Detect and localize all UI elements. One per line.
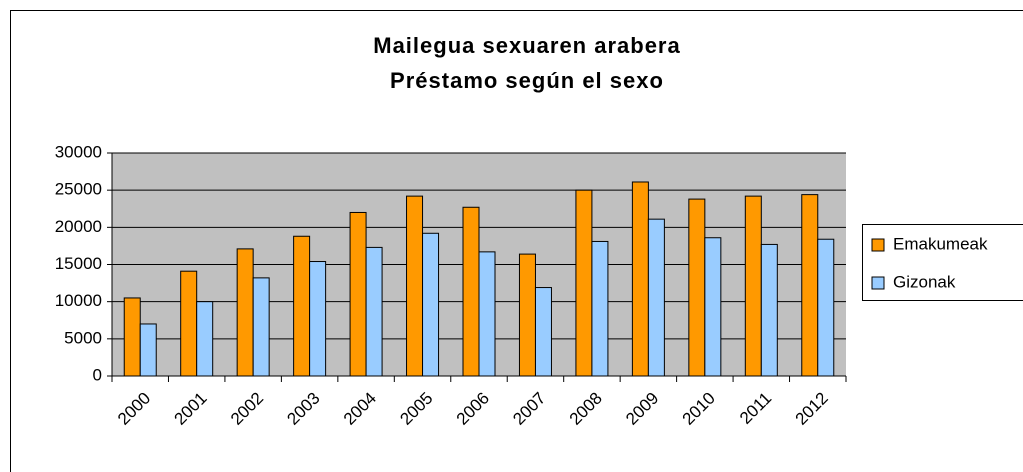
legend (862, 224, 1023, 301)
bar (252, 277, 270, 377)
bar (139, 323, 157, 377)
bar (817, 238, 835, 377)
bar (293, 235, 311, 377)
y-tick-label: 0 (93, 365, 102, 384)
y-tick-label: 25000 (55, 180, 102, 199)
bar (196, 301, 214, 377)
legend-swatch (871, 276, 885, 290)
bar (575, 189, 593, 377)
bar (406, 195, 424, 377)
bar (647, 218, 665, 377)
y-tick-label: 30000 (55, 142, 102, 161)
y-tick-label: 10000 (55, 291, 102, 310)
chart-title: Mailegua sexuaren arabera (373, 33, 680, 58)
bar (744, 195, 762, 377)
bar (309, 261, 327, 377)
bar (688, 198, 706, 377)
bar (760, 243, 778, 377)
y-tick-label: 15000 (55, 254, 102, 273)
bar (123, 297, 141, 377)
bar (422, 232, 440, 377)
legend-label: Gizonak (893, 272, 956, 291)
y-tick-label: 20000 (55, 217, 102, 236)
bar (518, 253, 536, 377)
bar (534, 287, 552, 377)
bar (478, 251, 496, 377)
bar (462, 206, 480, 377)
bar (591, 240, 609, 377)
legend-swatch (871, 238, 885, 252)
bar (365, 246, 383, 377)
chart-subtitle: Préstamo según el sexo (390, 68, 664, 93)
bar (236, 248, 254, 377)
bar (704, 237, 722, 377)
legend-label: Emakumeak (893, 234, 988, 253)
bar (349, 211, 367, 377)
bar (180, 270, 198, 377)
bar (631, 181, 649, 377)
bar (801, 194, 819, 377)
y-tick-label: 5000 (64, 328, 102, 347)
